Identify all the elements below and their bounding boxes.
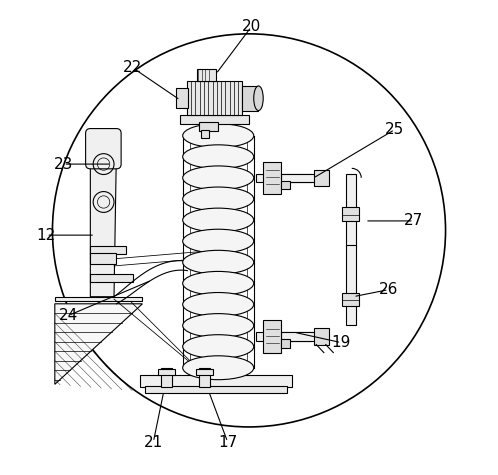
Bar	[281, 180, 290, 189]
Bar	[140, 375, 292, 387]
Ellipse shape	[254, 86, 263, 111]
Bar	[211, 100, 216, 375]
Bar	[161, 368, 172, 387]
Bar	[145, 386, 287, 393]
Bar	[263, 320, 281, 352]
Text: 20: 20	[242, 19, 261, 34]
Text: 22: 22	[124, 60, 142, 76]
Bar	[199, 368, 210, 387]
Bar	[256, 173, 311, 182]
Bar	[90, 253, 117, 264]
Text: 17: 17	[218, 435, 238, 450]
Bar	[342, 207, 360, 221]
Bar	[242, 86, 258, 111]
Ellipse shape	[183, 166, 254, 190]
Bar	[187, 81, 242, 115]
Text: 12: 12	[37, 228, 56, 243]
Bar	[90, 246, 126, 254]
Bar	[281, 173, 317, 182]
Bar	[180, 115, 249, 124]
Text: 21: 21	[144, 435, 163, 450]
Ellipse shape	[183, 293, 254, 316]
Bar	[346, 173, 356, 247]
Bar	[314, 170, 329, 186]
Text: 23: 23	[54, 157, 73, 171]
Bar	[256, 332, 311, 341]
Bar	[158, 369, 175, 375]
Bar	[196, 369, 213, 375]
Bar	[201, 130, 209, 138]
Ellipse shape	[183, 208, 254, 232]
Bar	[263, 162, 281, 194]
Ellipse shape	[183, 229, 254, 253]
Bar	[176, 88, 188, 108]
Ellipse shape	[183, 314, 254, 337]
Bar	[197, 69, 216, 81]
Text: 24: 24	[58, 308, 78, 323]
Ellipse shape	[183, 145, 254, 169]
Text: 26: 26	[379, 282, 398, 297]
Text: 27: 27	[404, 213, 423, 228]
FancyBboxPatch shape	[86, 129, 121, 169]
Ellipse shape	[183, 124, 254, 148]
Bar	[90, 274, 133, 283]
Bar	[199, 100, 211, 375]
Bar	[346, 245, 356, 325]
Ellipse shape	[183, 271, 254, 295]
Bar	[281, 332, 317, 341]
Bar	[342, 293, 360, 306]
Bar	[199, 123, 218, 131]
Bar	[281, 339, 290, 348]
Polygon shape	[55, 297, 142, 302]
Polygon shape	[90, 152, 117, 297]
Text: 19: 19	[332, 335, 351, 350]
Ellipse shape	[183, 335, 254, 359]
Polygon shape	[55, 304, 142, 384]
Ellipse shape	[183, 356, 254, 380]
Text: 25: 25	[385, 122, 404, 137]
Bar	[314, 328, 329, 344]
Ellipse shape	[183, 187, 254, 211]
Ellipse shape	[183, 250, 254, 274]
